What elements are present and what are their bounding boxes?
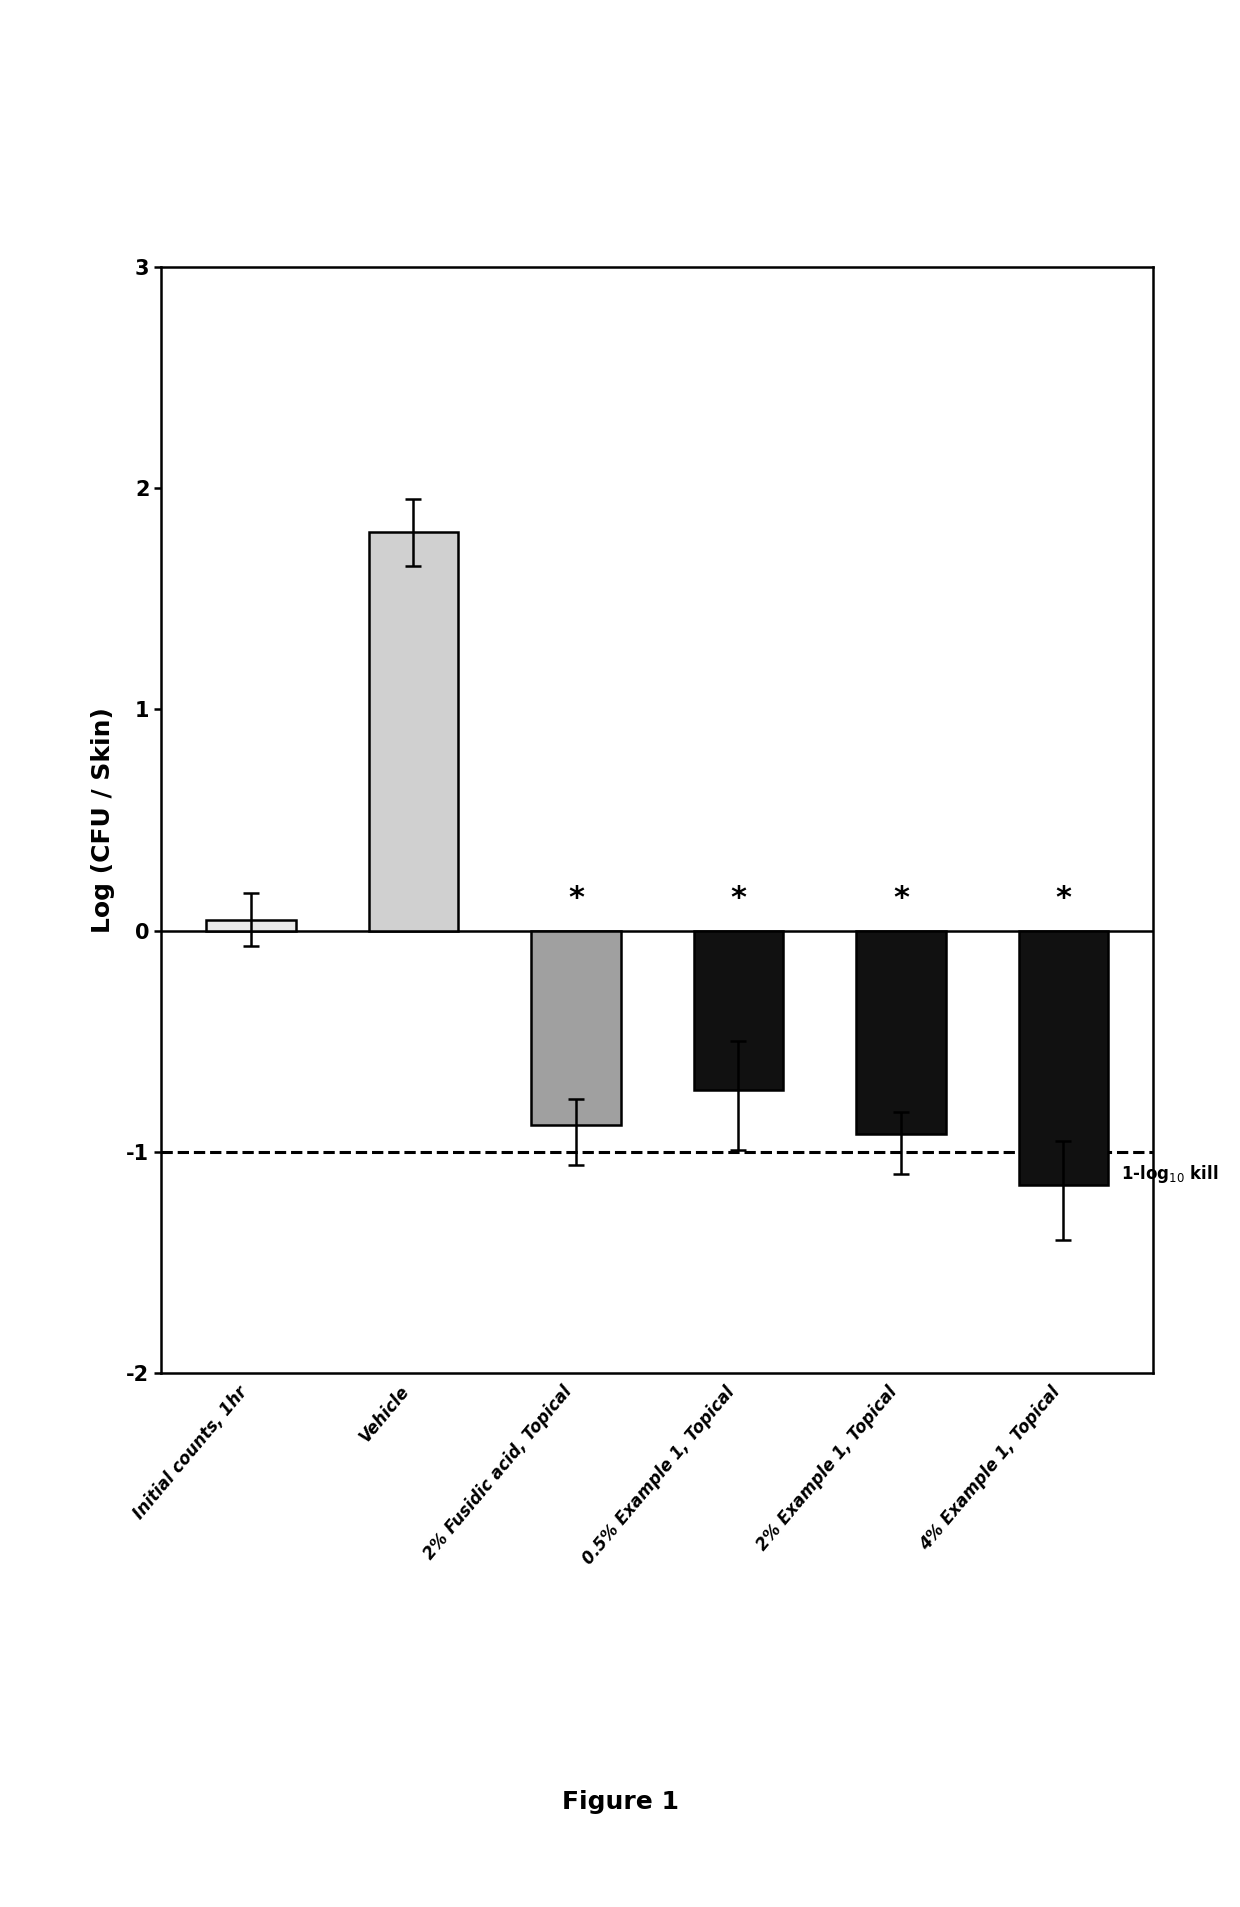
Bar — [531, 931, 621, 1125]
Text: 1-log$_{10}$ kill: 1-log$_{10}$ kill — [1121, 1163, 1219, 1184]
Text: Figure 1: Figure 1 — [562, 1791, 678, 1814]
Text: *: * — [1055, 885, 1071, 913]
Text: *: * — [893, 885, 909, 913]
Bar — [857, 931, 946, 1135]
Bar — [693, 931, 784, 1091]
Bar — [1019, 931, 1109, 1184]
Text: *: * — [730, 885, 746, 913]
Text: *: * — [568, 885, 584, 913]
Y-axis label: Log (CFU / Skin): Log (CFU / Skin) — [92, 707, 115, 933]
Bar — [368, 532, 458, 931]
Bar — [206, 919, 295, 931]
